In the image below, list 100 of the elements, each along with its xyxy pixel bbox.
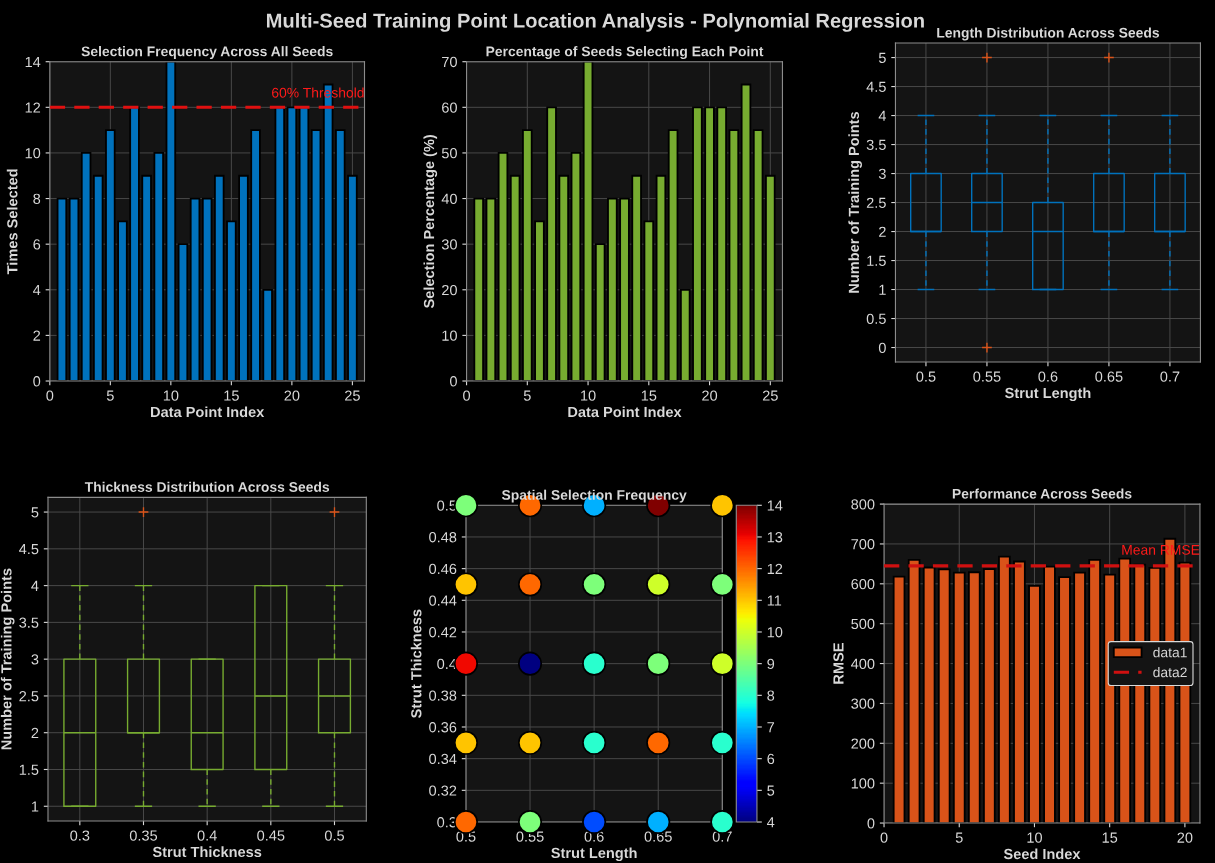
bar: [310, 129, 322, 382]
chart-title: Percentage of Seeds Selecting Each Point: [486, 46, 764, 60]
color-bar-label: 12: [767, 563, 783, 574]
x-tick-label: 0.7: [1160, 371, 1180, 382]
x-tick-label: 15: [224, 390, 239, 401]
y-axis-title: Selection Percentage (%): [423, 134, 438, 309]
bar: [473, 197, 484, 382]
y-tick-label: 0.46: [429, 563, 457, 575]
y-tick-label: 2.5: [19, 691, 39, 702]
chart-title: Selection Frequency Across All Seeds: [81, 46, 333, 60]
color-bar-label: 6: [767, 753, 775, 765]
y-axis-title: Strut Thickness: [410, 609, 422, 718]
bar: [274, 106, 286, 382]
bar: [56, 197, 68, 382]
y-tick-label: 6: [33, 239, 41, 250]
y-tick-label: 4.5: [866, 81, 886, 92]
chart-title: Length Distribution Across Seeds: [937, 27, 1160, 41]
x-tick-label: 0.5: [324, 830, 345, 841]
bar: [907, 558, 921, 824]
y-tick-label: 10: [442, 330, 457, 341]
bar: [1073, 571, 1086, 824]
y-tick-label: 12: [25, 102, 41, 113]
y-tick-label: 500: [851, 618, 875, 630]
bar: [594, 243, 606, 382]
bar: [655, 174, 667, 382]
color-bar-label: 14: [767, 500, 783, 511]
y-tick-label: 14: [25, 56, 41, 67]
y-tick-label: 400: [851, 658, 875, 669]
bar: [1013, 560, 1026, 824]
y-tick-label: 0.36: [429, 722, 457, 733]
y-tick-label: 2.5: [866, 197, 886, 208]
y-tick-label: 100: [851, 778, 875, 789]
y-tick-label: 0: [878, 342, 886, 353]
color-bar-label: 5: [767, 785, 775, 796]
x-tick-label: 25: [345, 390, 360, 401]
y-tick-label: 4: [878, 110, 886, 121]
bar: [1088, 558, 1101, 824]
color-bar-label: 11: [767, 595, 782, 606]
y-tick-label: 40: [441, 193, 457, 204]
x-tick-label: 0: [463, 390, 471, 401]
x-axis-title: Seed Index: [1003, 848, 1081, 860]
chart-title: Performance Across Seeds: [952, 488, 1132, 499]
color-bar-label: 4: [767, 817, 775, 828]
bar: [298, 106, 310, 382]
bar: [998, 555, 1011, 824]
x-tick-label: 0.6: [1038, 371, 1058, 382]
x-axis-title: Strut Length: [551, 847, 637, 862]
y-axis-title: RMSE: [833, 643, 844, 684]
bar: [952, 571, 966, 824]
y-tick-label: 2: [31, 727, 39, 738]
x-tick-label: 0: [46, 390, 54, 401]
x-tick-label: 0.55: [973, 371, 1001, 382]
color-bar-label: 8: [767, 690, 775, 701]
color-bar-label: 7: [767, 722, 775, 733]
x-tick-label: 20: [702, 390, 718, 401]
x-tick-label: 0.6: [584, 831, 604, 842]
color-bar-label: 9: [767, 658, 775, 670]
y-tick-label: 0.44: [429, 595, 457, 606]
y-tick-label: 1: [879, 284, 886, 295]
y-tick-label: 3: [31, 654, 39, 665]
chart-title: Spatial Selection Frequency: [501, 489, 687, 503]
bar: [1043, 565, 1056, 824]
y-tick-label: 600: [851, 578, 875, 590]
x-tick-label: 10: [581, 390, 596, 401]
bar: [752, 129, 764, 382]
x-axis-title: Strut Thickness: [152, 846, 262, 858]
bar: [189, 197, 201, 382]
x-axis-title: Strut Length: [1005, 387, 1091, 402]
y-tick-label: 8: [33, 193, 41, 204]
bar: [728, 129, 740, 382]
y-tick-label: 700: [851, 539, 875, 550]
x-tick-label: 0.45: [257, 830, 285, 841]
y-tick-label: 1.5: [867, 255, 886, 266]
x-tick-label: 5: [955, 832, 963, 843]
bar: [643, 220, 655, 382]
x-tick-label: 5: [523, 390, 531, 401]
x-axis-title: Data Point Index: [568, 406, 682, 418]
y-tick-label: 3.5: [866, 139, 886, 150]
y-tick-label: 3: [878, 168, 886, 179]
y-tick-label: 3.5: [19, 617, 39, 628]
y-axis-title: Times Selected: [6, 169, 18, 275]
x-tick-label: 10: [163, 390, 179, 401]
bar: [667, 129, 679, 382]
bar: [1058, 576, 1071, 824]
bar: [165, 61, 177, 382]
x-tick-label: 0.3: [70, 830, 90, 841]
y-tick-label: 5: [878, 52, 886, 63]
x-tick-label: 0.65: [1095, 371, 1123, 382]
y-tick-label: 0.48: [429, 532, 457, 543]
x-tick-label: 0.4: [197, 830, 217, 841]
bar: [509, 174, 521, 382]
y-tick-label: 2: [879, 226, 886, 237]
bar: [1028, 584, 1041, 824]
bar: [80, 152, 92, 382]
y-tick-label: 30: [441, 239, 457, 250]
y-tick-label: 0.5: [866, 313, 886, 324]
legend-label: data1: [1153, 647, 1187, 658]
y-tick-label: 5: [31, 507, 39, 518]
x-tick-label: 5: [106, 390, 114, 401]
legend-label: data2: [1153, 667, 1187, 678]
